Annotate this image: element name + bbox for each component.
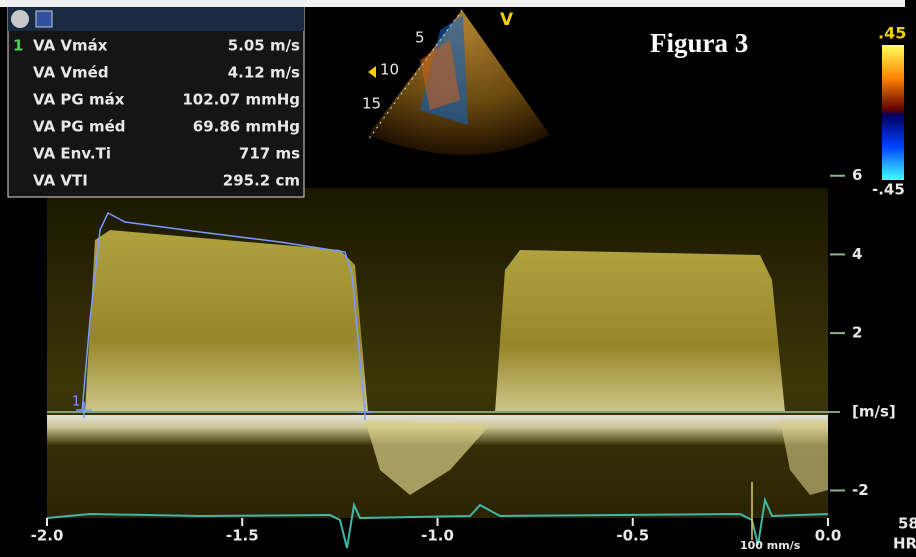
- sweep-speed: 100 mm/s: [740, 539, 801, 552]
- measurement-panel: 1 VA Vmáx 5.05 m/s VA Vméd 4.12 m/s VA PG máx…: [8, 7, 304, 197]
- row-value: 69.86 mmHg: [193, 118, 300, 136]
- velocity-axis: 6 4 2 -2: [830, 166, 869, 499]
- focus-marker: [368, 66, 376, 78]
- row-value: 5.05 m/s: [228, 37, 300, 55]
- x-tick-label: 0.0: [815, 527, 842, 545]
- systolic-flow: [495, 250, 785, 412]
- color-bar: [882, 45, 904, 180]
- color-bar-bottom: -.45: [872, 181, 905, 199]
- sector-image: V 5 10 15: [362, 10, 550, 155]
- x-tick-label: -2.0: [31, 527, 64, 545]
- row-value: 295.2 cm: [223, 172, 300, 190]
- icon: [36, 11, 52, 27]
- row-value: 4.12 m/s: [228, 64, 300, 82]
- top-border: [0, 0, 905, 7]
- row-label: VA PG méd: [33, 118, 126, 136]
- x-tick-label: -1.0: [421, 527, 454, 545]
- caliper-marker: 1: [72, 395, 80, 410]
- y-tick-label: -2: [852, 481, 869, 499]
- row-label: VA PG máx: [33, 91, 125, 109]
- x-tick-label: -0.5: [616, 527, 649, 545]
- spectral-doppler: 1: [47, 188, 840, 548]
- depth-label: 10: [380, 61, 399, 79]
- depth-label: 5: [415, 29, 425, 47]
- depth-label: 15: [362, 95, 381, 113]
- row-label: VA Vméd: [33, 64, 109, 82]
- heart-rate: 58: [898, 515, 916, 533]
- y-tick-label: 2: [852, 324, 862, 342]
- y-tick-label: 4: [852, 245, 862, 263]
- velocity-unit: [m/s]: [852, 402, 896, 420]
- row-label: VA Env.Ti: [33, 145, 111, 163]
- figure-label: Figura 3: [650, 28, 748, 58]
- row-value: 717 ms: [239, 145, 300, 163]
- page: {"measurements": { "rows": [ {"index": "…: [0, 0, 916, 557]
- x-tick-label: -1.5: [226, 527, 259, 545]
- row-index: 1: [13, 37, 23, 55]
- ultrasound-screen: 1 6 4 2 -2 -2.0 -1.5 -1.0 -0.5 0.0 [m/s] 100 mm…: [0, 0, 916, 557]
- systolic-flow: [85, 230, 368, 412]
- sector-label: V: [500, 10, 514, 30]
- y-tick-label: 6: [852, 166, 862, 184]
- icon: [11, 10, 29, 28]
- color-bar-top: .45: [878, 24, 906, 43]
- time-axis: -2.0 -1.5 -1.0 -0.5 0.0: [31, 518, 842, 545]
- row-label: VA Vmáx: [33, 37, 108, 55]
- row-label: VA VTI: [33, 172, 88, 190]
- row-value: 102.07 mmHg: [182, 91, 300, 109]
- heart-rate-label: HR: [893, 535, 916, 553]
